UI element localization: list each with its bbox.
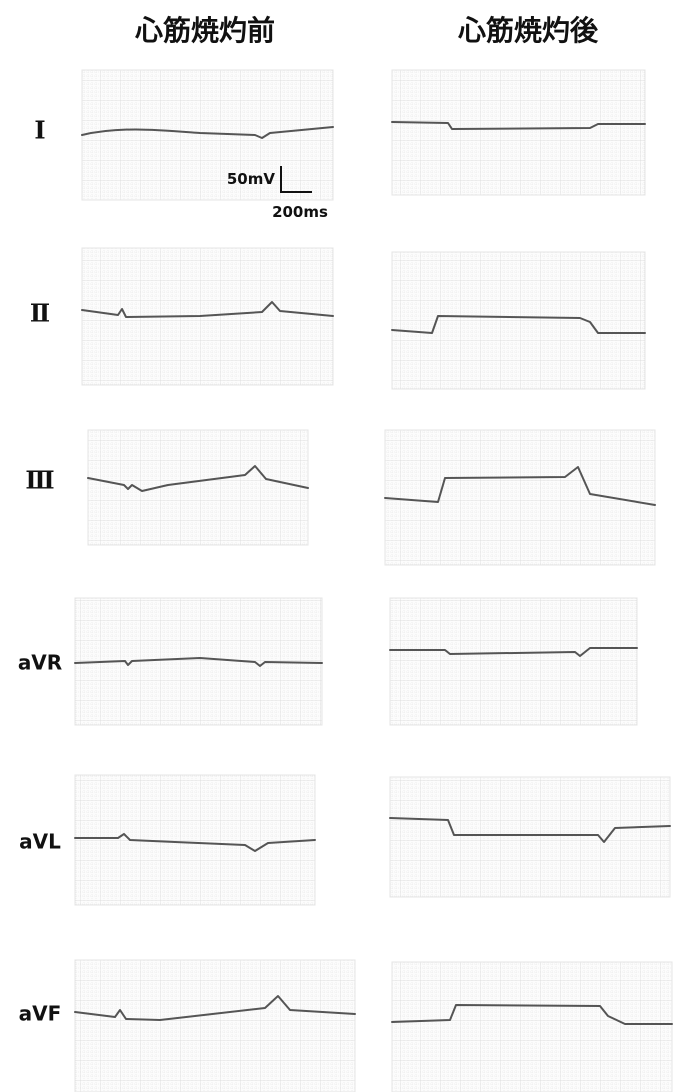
scale-time: 200ms <box>272 203 328 221</box>
scale-voltage: 50mV <box>227 170 276 188</box>
ecg-panel <box>390 777 670 897</box>
ecg-panel <box>75 960 355 1092</box>
lead-label: Ⅲ <box>25 466 54 495</box>
lead-label: Ⅰ <box>34 116 45 145</box>
ecg-panel <box>392 962 672 1092</box>
ecg-panel <box>75 775 315 905</box>
ecg-panel <box>392 252 645 389</box>
ecg-panel <box>88 430 308 545</box>
column-header: 心筋焼灼前 <box>134 14 275 47</box>
ecg-panel <box>392 70 645 195</box>
page: ECG figure {"headers": ["心筋焼灼前", "心筋焼灼後"… <box>0 0 681 1092</box>
page-body: 心筋焼灼前 心筋焼灼後 Ⅰ Ⅱ Ⅲ aVR aVL aVF 50mV 200ms <box>0 0 681 1092</box>
panels <box>75 70 672 1092</box>
lead-label: aVF <box>19 1002 62 1026</box>
column-header: 心筋焼灼後 <box>457 14 599 47</box>
lead-label: aVR <box>18 651 62 675</box>
figure: 心筋焼灼前 心筋焼灼後 Ⅰ Ⅱ Ⅲ aVR aVL aVF 50mV 200ms <box>0 0 681 1092</box>
lead-label: Ⅱ <box>30 299 50 328</box>
ecg-panel <box>390 598 637 725</box>
ecg-panel <box>82 70 333 200</box>
lead-label: aVL <box>19 830 61 854</box>
